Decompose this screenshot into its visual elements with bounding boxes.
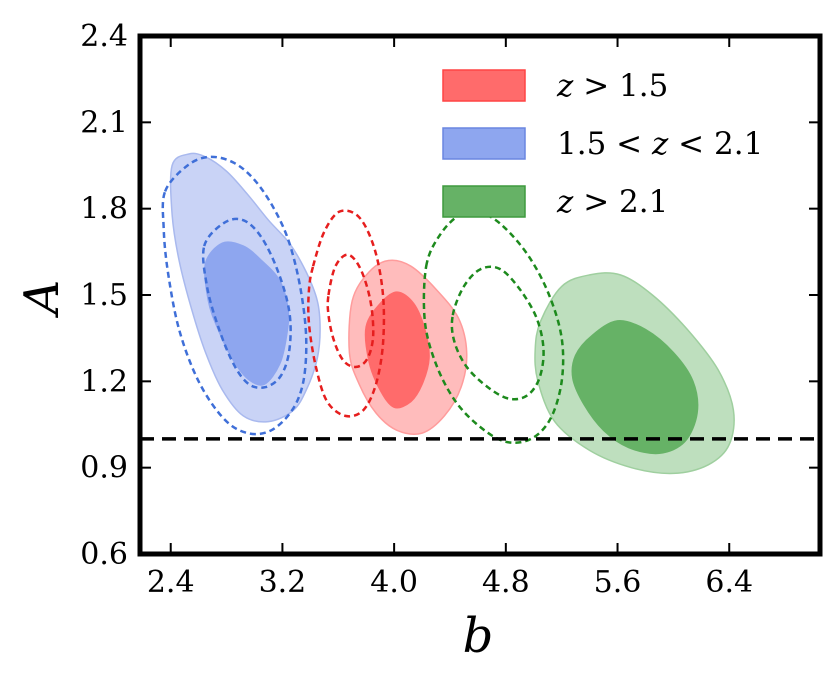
filled-contour-z-2-1-inner: [571, 320, 699, 455]
y-tick-label: 2.4: [80, 19, 128, 54]
x-axis-label: b: [463, 608, 494, 664]
dashed-contour-1-5-z-2-1-inner: [201, 217, 292, 390]
dashed-contour-1-5-z-2-1-outer: [161, 155, 308, 436]
legend-swatch-1-5-z-2-1: [442, 127, 526, 160]
y-tick-label: 0.9: [80, 451, 128, 486]
dashed-contour-z-1-5-inner: [326, 253, 375, 369]
y-tick-label: 1.8: [80, 192, 128, 227]
filled-contour-z-1-5-inner: [364, 291, 430, 409]
x-tick-label: 2.4: [147, 565, 195, 600]
y-tick-label: 2.1: [80, 105, 128, 140]
legend-swatch-z-1-5: [442, 69, 526, 102]
y-tick-label: 1.2: [80, 364, 128, 399]
legend: z > 1.5 1.5 < z < 2.1 z > 2.1: [442, 68, 763, 220]
axis-ticks: 2.4 3.2 4.0 4.8 5.6 6.4 0.6 0.9 1.2 1.5 1.8 2.1 2.4: [80, 19, 820, 600]
y-axis-label: A: [14, 280, 70, 319]
legend-label-z-2-1: z > 2.1: [556, 184, 668, 220]
legend-swatch-z-2-1: [442, 185, 526, 218]
x-tick-label: 4.0: [370, 565, 418, 600]
filled-contours: [169, 152, 735, 475]
legend-label-z-1-5: z > 1.5: [556, 68, 668, 104]
x-tick-label: 6.4: [705, 565, 753, 600]
dashed-contour-z-2-1-inner: [450, 265, 545, 401]
dashed-contour-z-1-5-outer: [307, 209, 386, 418]
x-tick-label: 3.2: [259, 565, 307, 600]
x-tick-label: 4.8: [482, 565, 530, 600]
y-tick-label: 0.6: [80, 537, 128, 572]
y-tick-label: 1.5: [80, 278, 128, 313]
x-tick-label: 5.6: [594, 565, 642, 600]
legend-label-1-5-z-2-1: 1.5 < z < 2.1: [557, 126, 763, 162]
dashed-contours: [161, 155, 565, 444]
filled-contour-1-5-z-2-1-inner: [204, 241, 290, 386]
